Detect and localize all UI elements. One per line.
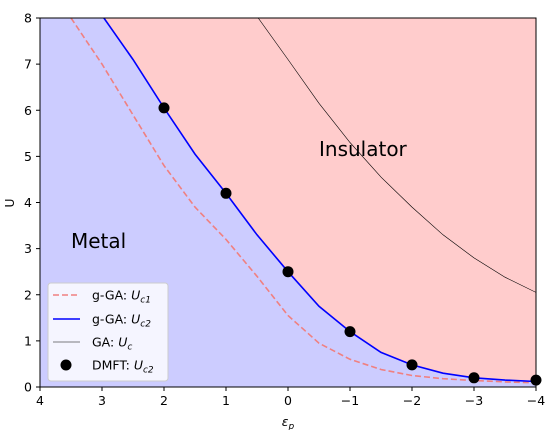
y-tick-label: 2 <box>24 287 32 302</box>
x-tick-label: −2 <box>403 393 421 408</box>
y-tick-label: 5 <box>24 149 32 164</box>
x-tick-label: 3 <box>98 393 106 408</box>
y-tick-label: 0 <box>24 380 32 395</box>
y-tick-label: 1 <box>24 333 32 348</box>
legend-label: DMFT: Uc2 <box>92 358 154 376</box>
legend-marker <box>60 359 72 371</box>
x-tick-label: 4 <box>36 393 44 408</box>
series-ga-uc-line <box>257 18 536 293</box>
series-uc1-line <box>70 18 536 384</box>
dmft-point <box>282 266 294 278</box>
legend-label: GA: Uc <box>92 335 132 353</box>
dmft-point <box>406 359 418 371</box>
legend-label: g-GA: Uc2 <box>92 312 151 330</box>
y-tick-label: 6 <box>24 103 32 118</box>
region-label-insulator: Insulator <box>319 137 408 161</box>
region-label-metal: Metal <box>71 229 126 253</box>
y-tick-label: 4 <box>24 195 32 210</box>
legend-entry-ga: GA: Uc <box>53 335 132 353</box>
x-tick-label: −3 <box>465 393 483 408</box>
y-tick-label: 8 <box>24 11 32 26</box>
x-tick-label: 2 <box>160 393 168 408</box>
x-tick-label: −1 <box>341 393 359 408</box>
y-axis-label: U <box>2 198 17 207</box>
legend-box <box>47 282 169 382</box>
x-axis-label-main: ε <box>282 414 289 429</box>
dmft-point <box>158 102 170 114</box>
x-tick-label: 0 <box>284 393 292 408</box>
legend-entry-uc1: g-GA: Uc1 <box>53 288 151 306</box>
dmft-point <box>220 187 232 199</box>
legend-label: g-GA: Uc1 <box>92 288 151 306</box>
y-tick-label: 7 <box>24 57 32 72</box>
dmft-point <box>344 326 356 338</box>
legend: g-GA: Uc1 g-GA: Uc2 GA: Uc DMFT: Uc2 <box>47 282 169 382</box>
y-tick-label: 3 <box>24 241 32 256</box>
x-tick-label: 1 <box>222 393 230 408</box>
dmft-point <box>468 372 480 384</box>
x-tick-label: −4 <box>527 393 545 408</box>
series-uc2-line <box>103 18 536 383</box>
legend-entry-uc2: g-GA: Uc2 <box>53 312 151 330</box>
x-axis-label-sub: p <box>288 422 295 430</box>
region-insulator <box>103 18 537 382</box>
legend-entry-dmft: DMFT: Uc2 <box>60 358 154 376</box>
x-axis-label: εp <box>282 414 295 430</box>
